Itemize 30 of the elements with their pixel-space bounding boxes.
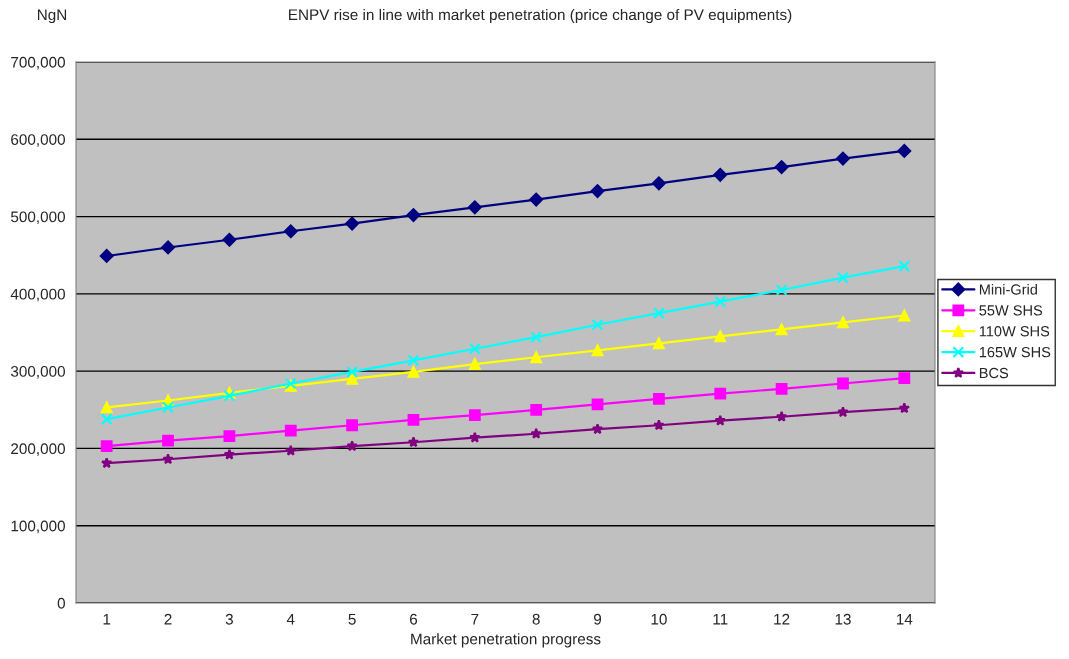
x-tick-label: 2: [164, 613, 172, 625]
x-tick-label: 5: [348, 613, 356, 625]
y-tick-label: 500,000: [10, 211, 65, 225]
y-tick-label: 200,000: [11, 443, 65, 456]
y-tick-label: 600,000: [11, 134, 65, 147]
y-tick-label: 0: [57, 597, 65, 609]
x-tick-label: 8: [532, 613, 540, 625]
x-tick-label: 13: [835, 613, 851, 625]
legend-label: 165W SHS: [979, 346, 1051, 358]
legend-label: 110W SHS: [979, 326, 1050, 337]
x-tick-label: 3: [225, 613, 233, 625]
y-tick-label: 700,000: [11, 56, 65, 70]
y-tick-label: 400,000: [10, 288, 65, 302]
y-axis-title: NgN: [37, 9, 67, 24]
x-tick-label: 10: [651, 613, 667, 625]
x-tick-label: 4: [286, 613, 295, 625]
chart-title: ENPV rise in line with market penetration (price change of PV equipments): [289, 8, 792, 24]
x-tick-label: 9: [594, 613, 602, 625]
y-tick-label: 300,000: [10, 366, 65, 379]
x-axis-title: Market penetration progress: [411, 633, 601, 648]
y-tick-label: 100,000: [11, 520, 65, 534]
x-tick-label: 11: [713, 613, 728, 625]
x-tick-label: 12: [774, 613, 790, 625]
legend-label: Mini-Grid: [979, 283, 1037, 295]
legend-label: 55W SHS: [979, 305, 1043, 316]
legend-label: BCS: [979, 367, 1009, 379]
x-tick-label: 7: [471, 613, 479, 625]
x-tick-label: 6: [409, 613, 418, 625]
x-tick-label: 1: [103, 613, 111, 625]
x-tick-label: 14: [896, 613, 913, 625]
